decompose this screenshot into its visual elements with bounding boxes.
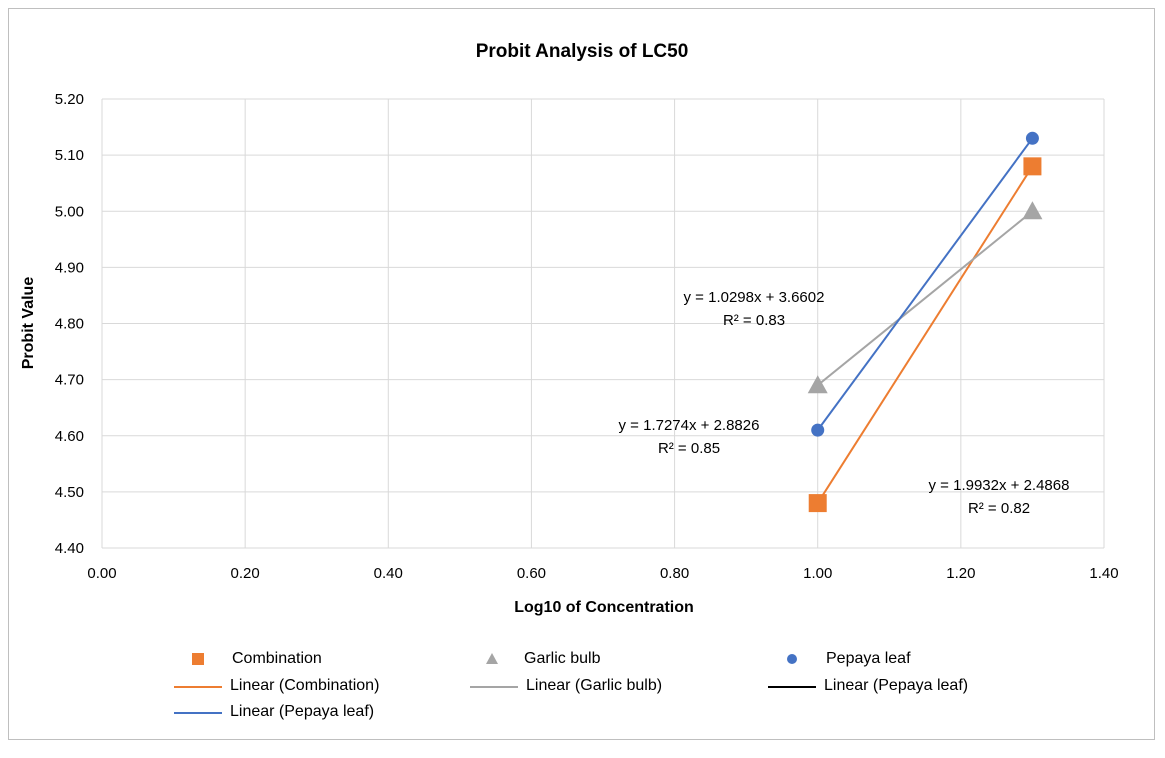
chart-frame bbox=[8, 8, 1155, 740]
legend-line bbox=[174, 679, 224, 693]
y-tick-label: 4.80 bbox=[55, 316, 84, 333]
legend-item-linear-pepaya-black: Linear (Pepaya leaf) bbox=[768, 677, 968, 695]
legend-label: Garlic bulb bbox=[524, 650, 601, 667]
legend-triangle-marker bbox=[484, 652, 536, 666]
y-axis-title: Probit Value bbox=[20, 277, 37, 370]
legend-item-garlic: Garlic bulb bbox=[484, 650, 600, 668]
legend-item-linear-pepaya-blue: Linear (Pepaya leaf) bbox=[174, 703, 374, 721]
legend-item-linear-garlic: Linear (Garlic bulb) bbox=[470, 677, 662, 695]
data-point-circle bbox=[811, 423, 825, 437]
y-tick-label: 4.60 bbox=[55, 428, 84, 445]
data-point-square bbox=[1023, 157, 1042, 176]
y-tick-label: 4.50 bbox=[55, 484, 84, 501]
x-tick-label: 0.40 bbox=[374, 565, 403, 582]
legend-item-linear-combination: Linear (Combination) bbox=[174, 677, 379, 695]
y-tick-label: 4.70 bbox=[55, 372, 84, 389]
tick-labels: 0.00 0.20 0.40 0.60 0.80 1.00 1.20 1.40 4.40 4.50… bbox=[55, 91, 1119, 582]
legend-label: Combination bbox=[232, 650, 322, 667]
x-tick-label: 0.80 bbox=[660, 565, 689, 582]
x-tick-label: 1.20 bbox=[946, 565, 975, 582]
legend-line bbox=[470, 679, 520, 693]
data-point-square bbox=[808, 494, 827, 513]
x-tick-label: 0.20 bbox=[231, 565, 260, 582]
y-tick-label: 5.20 bbox=[55, 91, 84, 108]
trendline-equation: y = 1.0298x + 3.6602 bbox=[684, 289, 825, 306]
legend-circle-marker bbox=[784, 652, 836, 666]
legend-line bbox=[174, 705, 224, 719]
legend-label: Linear (Pepaya leaf) bbox=[824, 677, 969, 694]
trendline bbox=[816, 137, 1034, 431]
trendlines bbox=[816, 137, 1034, 504]
legend-label: Linear (Combination) bbox=[230, 677, 380, 694]
legend-square-marker bbox=[190, 652, 242, 666]
r-squared-label: R² = 0.85 bbox=[658, 440, 720, 457]
trendline-equation: y = 1.7274x + 2.8826 bbox=[619, 417, 760, 434]
data-point-triangle bbox=[1022, 201, 1043, 220]
grid bbox=[101, 98, 1105, 549]
y-tick-label: 5.10 bbox=[55, 147, 84, 164]
legend-item-pepaya: Pepaya leaf bbox=[784, 650, 911, 668]
data-points bbox=[807, 131, 1043, 513]
y-tick-label: 4.40 bbox=[55, 540, 84, 557]
legend-label: Linear (Pepaya leaf) bbox=[230, 703, 375, 720]
trendline bbox=[817, 210, 1034, 387]
x-tick-label: 1.00 bbox=[803, 565, 832, 582]
data-point-circle bbox=[1025, 131, 1039, 145]
legend-label: Linear (Garlic bulb) bbox=[526, 677, 663, 694]
y-tick-label: 5.00 bbox=[55, 203, 84, 220]
legend-line bbox=[768, 679, 818, 693]
r-squared-label: R² = 0.83 bbox=[723, 312, 785, 329]
chart-title: Probit Analysis of LC50 bbox=[476, 41, 689, 62]
trendline-equations: y = 1.0298x + 3.6602 R² = 0.83 y = 1.7274x… bbox=[619, 289, 1070, 517]
x-axis-title: Log10 of Concentration bbox=[514, 599, 694, 616]
x-tick-label: 0.00 bbox=[87, 565, 116, 582]
x-tick-label: 1.40 bbox=[1089, 565, 1118, 582]
r-squared-label: R² = 0.82 bbox=[968, 500, 1030, 517]
trendline-equation: y = 1.9932x + 2.4868 bbox=[929, 477, 1070, 494]
x-tick-label: 0.60 bbox=[517, 565, 546, 582]
y-tick-label: 4.90 bbox=[55, 259, 84, 276]
trendline bbox=[816, 165, 1034, 504]
legend-item-combination: Combination bbox=[190, 650, 322, 668]
data-point-triangle bbox=[807, 375, 828, 394]
legend-label: Pepaya leaf bbox=[826, 650, 911, 667]
